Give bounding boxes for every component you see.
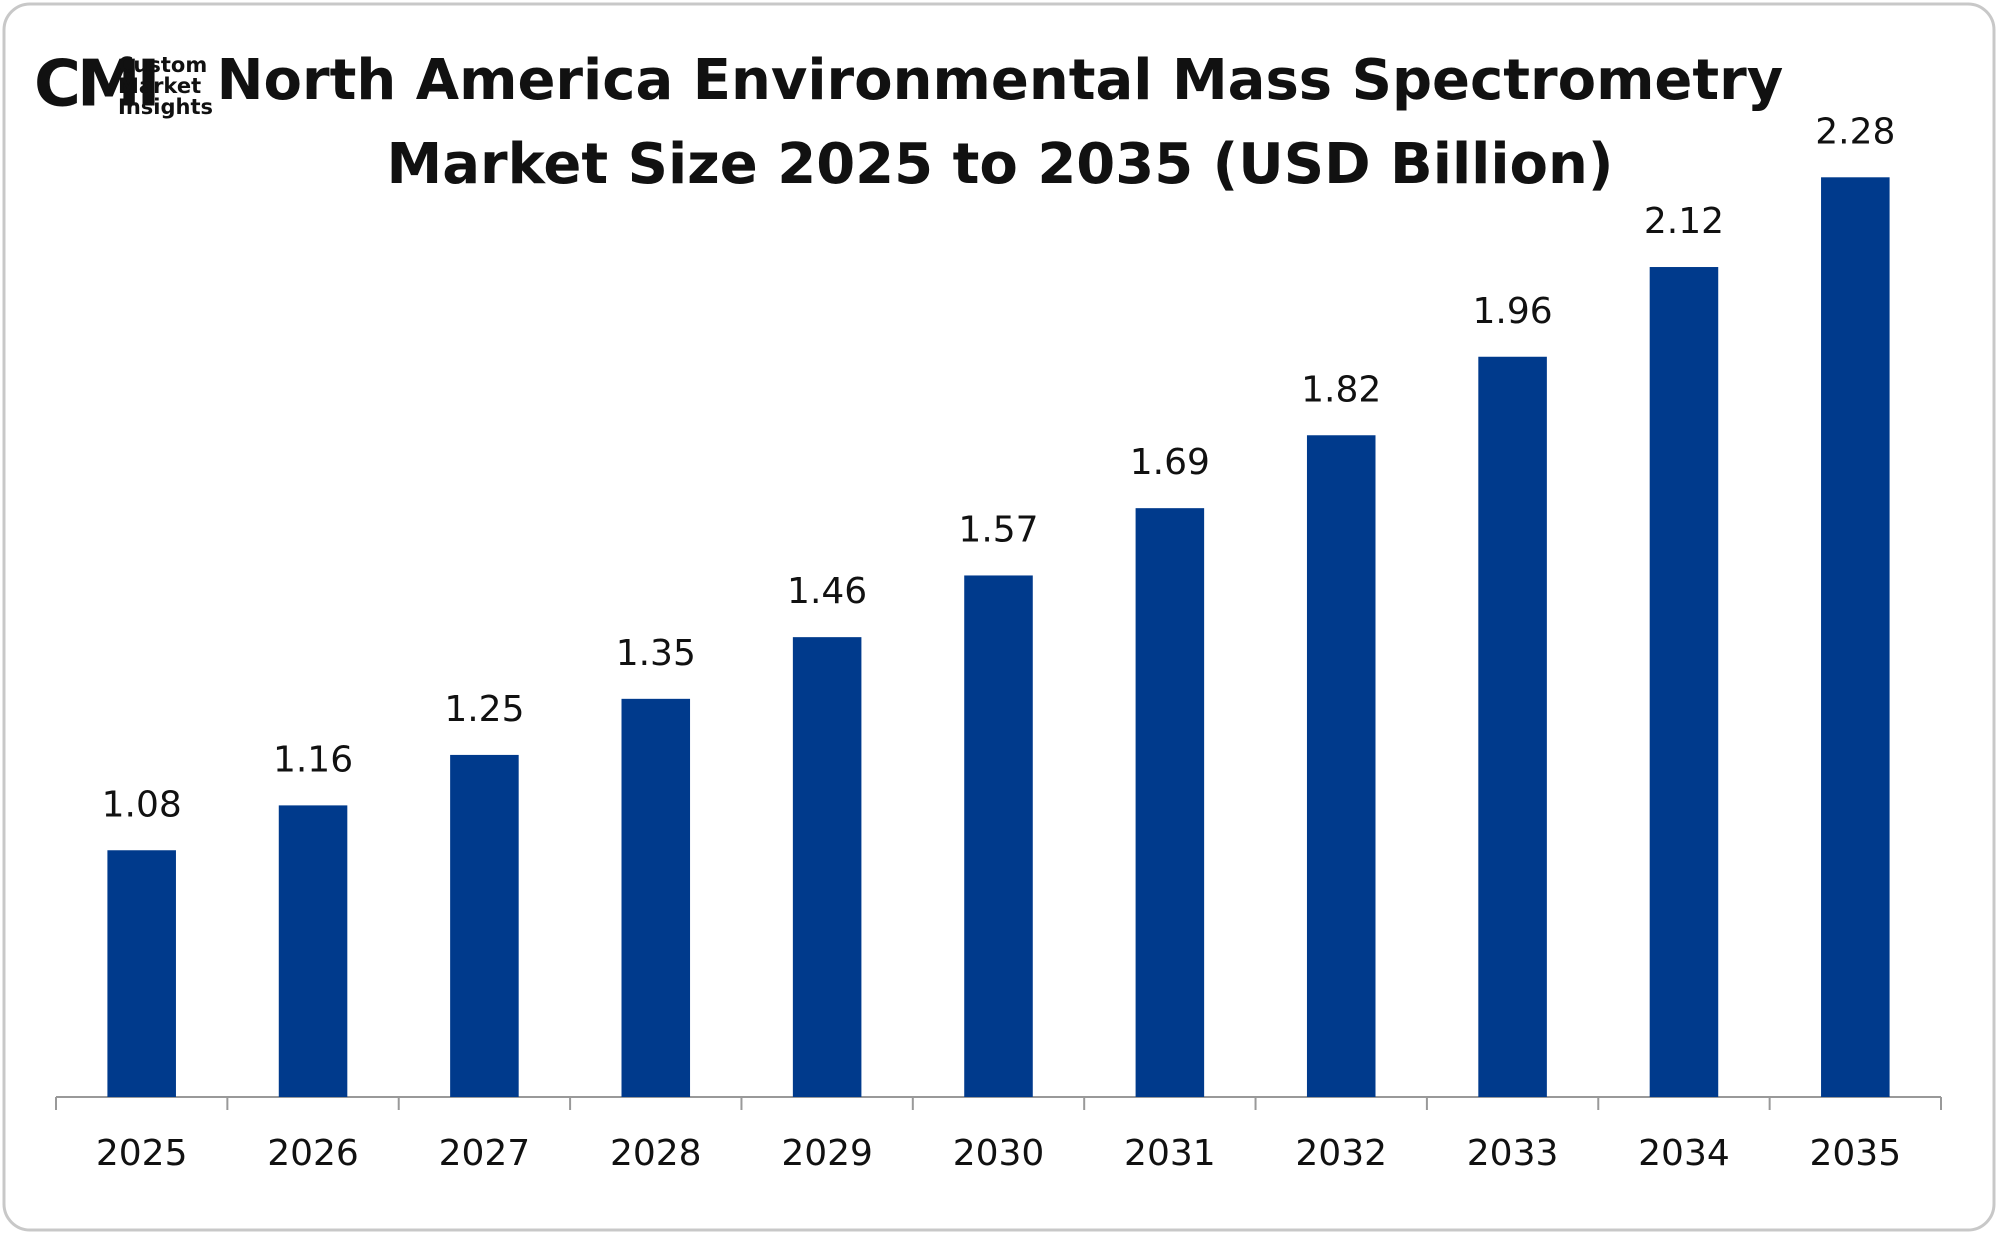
bar [1306, 435, 1376, 1097]
x-tick-label: 2031 [1124, 1133, 1216, 1174]
value-label: 1.82 [1301, 369, 1381, 410]
x-tick-label: 2035 [1810, 1133, 1902, 1174]
value-label: 2.28 [1815, 111, 1895, 152]
chart-title: Market Size 2025 to 2035 (USD Billion) [387, 132, 1614, 197]
value-label: 1.25 [444, 689, 524, 730]
value-label: 1.16 [273, 739, 353, 780]
bar [1135, 508, 1205, 1097]
logo: CMI Custom Market Insights [34, 48, 213, 122]
logo-text: Custom [118, 53, 207, 77]
logo-text: Market [118, 74, 201, 98]
value-label: 1.08 [102, 784, 182, 825]
x-tick-label: 2026 [267, 1133, 359, 1174]
value-label: 1.46 [787, 571, 867, 612]
value-label: 2.12 [1644, 201, 1724, 242]
bar [1478, 356, 1547, 1097]
x-tick-label: 2028 [610, 1133, 702, 1174]
value-label: 1.69 [1130, 442, 1210, 483]
x-tick-label: 2032 [1295, 1133, 1387, 1174]
bar [107, 850, 176, 1097]
bar [278, 805, 348, 1097]
logo-mark: CMI [34, 48, 156, 122]
value-label: 1.57 [958, 509, 1038, 550]
chart-title: North America Environmental Mass Spectro… [217, 48, 1784, 113]
bar [621, 698, 691, 1097]
bar [1649, 267, 1719, 1098]
x-tick-label: 2029 [781, 1133, 873, 1174]
bar [964, 575, 1033, 1097]
x-tick-label: 2027 [439, 1133, 531, 1174]
x-tick-label: 2030 [953, 1133, 1045, 1174]
bar [1821, 177, 1890, 1097]
x-tick-label: 2034 [1638, 1133, 1730, 1174]
x-tick-label: 2025 [96, 1133, 188, 1174]
x-tick-label: 2033 [1467, 1133, 1559, 1174]
bar [792, 637, 862, 1097]
bar [450, 754, 519, 1097]
logo-text: Insights [118, 95, 213, 119]
value-label: 1.96 [1473, 291, 1553, 332]
value-label: 1.35 [616, 633, 696, 674]
